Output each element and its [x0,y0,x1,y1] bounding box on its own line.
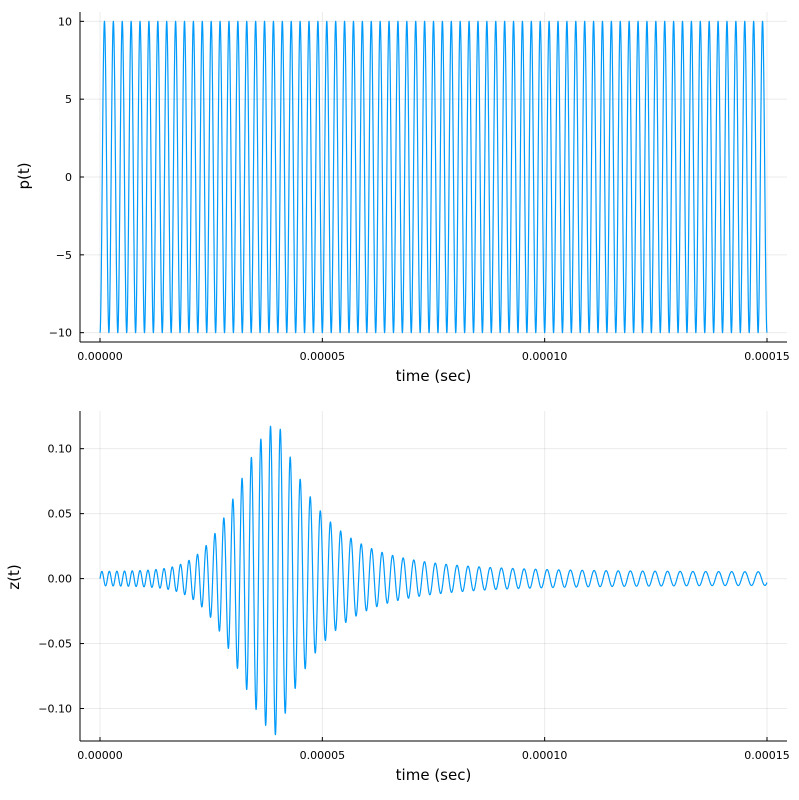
p-plot: 0.00000 0.00005 0.00010 0.00015 −10 −5 0 5 10 t… [15,12,790,385]
z-y-axis-label: z(t) [5,564,23,589]
z-y-tick-label-2: 0.00 [48,573,73,586]
p-y-tick-label-2: 0 [65,171,72,184]
z-x-axis-label: time (sec) [396,766,472,784]
z-x-tick-label-0: 0.00000 [77,749,123,762]
z-x-tick-label-3: 0.00015 [744,749,790,762]
p-grid [80,12,787,342]
z-x-ticks: 0.00000 0.00005 0.00010 0.00015 [77,737,790,762]
p-y-ticks: −10 −5 0 5 10 [49,15,84,340]
p-x-ticks: 0.00000 0.00005 0.00010 0.00015 [77,338,790,363]
z-x-tick-label-2: 0.00010 [522,749,568,762]
z-y-tick-label-4: 0.10 [48,443,73,456]
z-series [99,425,768,736]
z-x-tick-label-1: 0.00005 [300,749,346,762]
p-y-tick-label-4: 10 [58,15,72,28]
p-x-axis-label: time (sec) [396,367,472,385]
p-y-tick-label-0: −10 [49,327,72,340]
p-x-tick-label-2: 0.00010 [522,350,568,363]
p-series-line [99,20,768,334]
z-y-ticks: −0.10 −0.05 0.00 0.05 0.10 [38,443,84,716]
p-y-tick-label-3: 5 [65,93,72,106]
p-x-tick-label-3: 0.00015 [744,350,790,363]
p-x-tick-label-0: 0.00000 [77,350,123,363]
p-y-tick-label-1: −5 [56,249,72,262]
z-series-line [99,425,768,736]
p-x-tick-label-1: 0.00005 [300,350,346,363]
p-series [99,20,768,334]
z-y-tick-label-0: −0.10 [38,703,72,716]
p-y-axis-label: p(t) [15,162,33,189]
z-y-tick-label-3: 0.05 [48,508,73,521]
z-y-tick-label-1: −0.05 [38,638,72,651]
z-axes-frame [79,411,787,742]
z-plot: 0.00000 0.00005 0.00010 0.00015 −0.10 −0.05 0… [5,411,790,784]
